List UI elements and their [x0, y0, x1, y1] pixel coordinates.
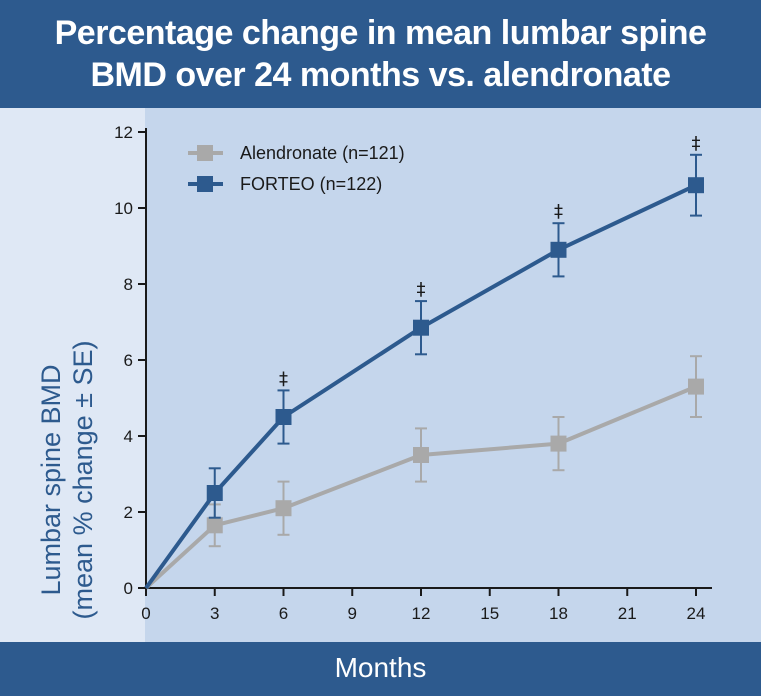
- legend-item-2: FORTEO (n=122): [188, 174, 382, 194]
- title-banner: Percentage change in mean lumbar spine B…: [0, 0, 761, 108]
- significance-marker: ‡: [417, 279, 426, 300]
- y-axis-label-line-1: Lumbar spine BMD: [36, 364, 66, 595]
- chart-title-line-1: Percentage change in mean lumbar spine: [54, 14, 707, 52]
- series-1: [144, 355, 704, 590]
- y-axis-label-line-2: (mean % change ± SE): [68, 341, 98, 620]
- legend-label: Alendronate (n=121): [240, 143, 405, 163]
- legend-label: FORTEO (n=122): [240, 174, 382, 194]
- data-point: [413, 447, 429, 463]
- chart-title-line-2: BMD over 24 months vs. alendronate: [90, 56, 671, 94]
- series-layer: ‡ ‡ ‡ ‡: [144, 133, 704, 590]
- data-point: [275, 409, 292, 425]
- data-point: [206, 485, 223, 501]
- y-tick-label: 8: [124, 275, 133, 294]
- significance-marker: ‡: [279, 368, 288, 389]
- y-tick-label: 12: [114, 123, 133, 142]
- line-chart: Lumbar spine BMD (mean % change ± SE) 0 2…: [0, 108, 761, 642]
- significance-marker: ‡: [554, 201, 563, 222]
- series-2: ‡ ‡ ‡ ‡: [144, 133, 704, 590]
- series-line: [144, 183, 697, 590]
- legend-marker: [197, 145, 213, 161]
- legend-marker: [197, 176, 213, 192]
- data-point: [688, 378, 704, 395]
- y-tick-label: 2: [124, 503, 133, 522]
- data-point: [688, 177, 704, 194]
- x-axis-label-banner: [0, 642, 761, 696]
- y-axis-label: Lumbar spine BMD (mean % change ± SE): [36, 341, 98, 620]
- data-point: [550, 241, 567, 258]
- y-tick-label: 4: [124, 427, 133, 446]
- x-tick-label: 3: [210, 604, 219, 623]
- legend-item-1: Alendronate (n=121): [188, 143, 405, 163]
- x-axis-label: Months: [334, 652, 427, 683]
- x-tick-label: 21: [618, 604, 637, 623]
- data-point: [550, 435, 567, 452]
- legend: Alendronate (n=121) FORTEO (n=122): [188, 143, 405, 194]
- significance-marker: ‡: [692, 133, 701, 154]
- y-tick-label: 6: [124, 351, 133, 370]
- plot-area: [145, 108, 761, 642]
- data-point: [275, 500, 292, 517]
- data-point: [206, 517, 223, 534]
- x-tick-label: 18: [549, 604, 568, 623]
- x-tick-label: 15: [480, 604, 499, 623]
- y-tick-label: 0: [124, 579, 133, 598]
- series-line: [144, 384, 697, 590]
- x-tick-label: 6: [279, 604, 288, 623]
- x-tick-label: 9: [348, 604, 357, 623]
- x-tick-label: 0: [141, 604, 150, 623]
- x-tick-label: 12: [412, 604, 431, 623]
- x-tick-label: 24: [687, 604, 706, 623]
- data-point: [413, 319, 429, 336]
- chart-title: Percentage change in mean lumbar spine B…: [0, 12, 761, 96]
- y-tick-label: 10: [114, 199, 133, 218]
